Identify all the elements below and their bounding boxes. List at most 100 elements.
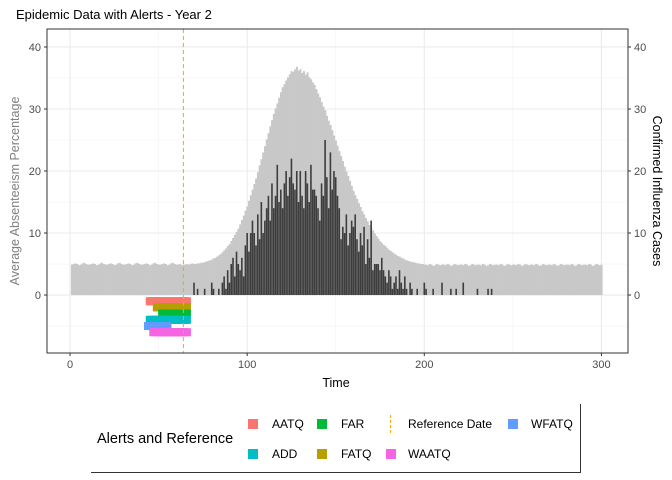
cases-bar — [226, 270, 229, 296]
absenteeism-bar — [453, 264, 456, 296]
absenteeism-bar — [476, 264, 479, 296]
cases-bar — [411, 288, 413, 296]
cases-bar — [225, 288, 227, 296]
cases-bar — [251, 220, 254, 296]
absenteeism-bar — [93, 264, 97, 296]
cases-bar — [290, 158, 293, 296]
cases-bar — [260, 202, 263, 296]
absenteeism-bar — [561, 264, 564, 296]
absenteeism-bar — [145, 263, 148, 296]
cases-bar — [239, 270, 241, 296]
cases-bar — [450, 288, 452, 296]
absenteeism-bar — [99, 263, 102, 296]
legend-border — [580, 404, 581, 473]
cases-bar — [218, 288, 220, 296]
cases-bar — [476, 288, 479, 296]
absenteeism-bar — [132, 264, 135, 296]
y-tick-label-right: 20 — [634, 166, 646, 178]
alert-waatq-point — [182, 328, 191, 337]
absenteeism-bar — [95, 265, 98, 296]
absenteeism-bar — [221, 252, 224, 296]
cases-bar — [400, 282, 403, 296]
absenteeism-bar — [591, 265, 594, 296]
absenteeism-bar — [412, 262, 415, 296]
absenteeism-bar — [152, 263, 155, 296]
absenteeism-bar — [595, 264, 598, 296]
legend-key-aatq — [248, 419, 258, 429]
absenteeism-bar — [481, 264, 484, 296]
cases-bar — [269, 220, 271, 296]
absenteeism-bar — [79, 264, 82, 296]
cases-bar — [285, 171, 287, 296]
absenteeism-bar — [430, 264, 433, 296]
absenteeism-bar — [88, 264, 91, 296]
alert-fatq-point — [182, 303, 191, 312]
absenteeism-bar — [228, 244, 231, 296]
absenteeism-bar — [600, 264, 603, 296]
absenteeism-bar — [120, 264, 123, 296]
cases-bar — [304, 171, 307, 296]
absenteeism-bar — [108, 264, 111, 296]
absenteeism-bar — [148, 265, 151, 296]
absenteeism-bar — [159, 264, 162, 296]
cases-bar — [380, 257, 383, 296]
absenteeism-bar — [384, 246, 387, 296]
absenteeism-bar — [178, 264, 182, 296]
absenteeism-bar — [538, 265, 541, 296]
cases-bar — [235, 251, 238, 296]
absenteeism-bar — [177, 264, 180, 296]
absenteeism-bar — [201, 262, 205, 296]
absenteeism-bar — [586, 265, 589, 296]
cases-bar — [233, 276, 236, 296]
cases-bar — [402, 288, 404, 296]
absenteeism-bar — [414, 262, 417, 296]
absenteeism-bar — [565, 264, 568, 296]
y-tick-label-left: 40 — [29, 42, 41, 54]
legend-label-far: FAR — [341, 417, 365, 431]
cases-bar — [249, 233, 252, 296]
absenteeism-bar — [511, 264, 515, 296]
absenteeism-bar — [547, 264, 550, 296]
absenteeism-bar — [262, 152, 265, 296]
absenteeism-bar — [428, 264, 431, 296]
cases-bar — [336, 195, 339, 296]
cases-bar — [350, 220, 353, 296]
cases-bar — [308, 202, 310, 296]
cases-bar — [389, 276, 392, 296]
x-tick-label: 0 — [67, 359, 73, 371]
absenteeism-bar — [180, 265, 183, 296]
absenteeism-bar — [143, 264, 146, 296]
absenteeism-bar — [141, 264, 144, 296]
absenteeism-bar — [90, 264, 93, 296]
absenteeism-bar — [187, 264, 190, 296]
absenteeism-bar — [411, 262, 414, 296]
absenteeism-bar — [125, 264, 128, 296]
absenteeism-bar — [386, 247, 389, 296]
cases-bar — [264, 220, 266, 296]
cases-bar — [299, 171, 302, 296]
cases-bar — [338, 208, 341, 296]
absenteeism-bar — [106, 264, 109, 296]
absenteeism-bar — [311, 82, 314, 296]
y-tick-label-left: 10 — [29, 228, 41, 240]
absenteeism-bar — [115, 264, 118, 296]
absenteeism-bar — [85, 264, 88, 296]
absenteeism-bar — [210, 259, 213, 296]
absenteeism-bar — [439, 265, 442, 296]
absenteeism-bar — [575, 265, 578, 296]
cases-bar — [223, 276, 225, 296]
cases-bar — [255, 245, 257, 296]
cases-bar — [203, 288, 206, 296]
absenteeism-bar — [287, 77, 290, 296]
absenteeism-bar — [465, 264, 468, 296]
cases-bar — [333, 171, 335, 296]
cases-bar — [287, 195, 289, 296]
absenteeism-bar — [278, 97, 281, 296]
absenteeism-bar — [184, 264, 187, 296]
absenteeism-bar — [212, 258, 215, 296]
cases-bar — [377, 264, 380, 296]
absenteeism-bar — [109, 263, 112, 296]
cases-bar — [398, 270, 401, 296]
y-axis-label-left: Average Absenteeism Percentage — [8, 97, 22, 286]
absenteeism-bar — [258, 165, 261, 296]
